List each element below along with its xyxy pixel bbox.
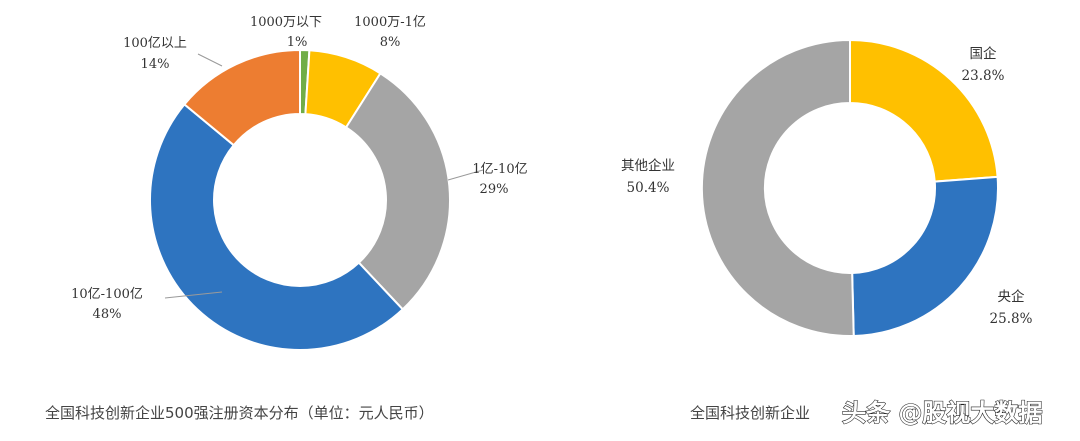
slice-value-label: 1% [287, 35, 308, 50]
watermark: 头条 @股视大数据 [835, 396, 1080, 436]
watermark-backdrop [835, 396, 1080, 436]
slice-value-label: 8% [380, 35, 401, 50]
slice-value-label: 25.8% [990, 311, 1033, 327]
slice-value-label: 23.8% [962, 68, 1005, 84]
slice-category-label: 央企 [998, 288, 1026, 305]
slice-category-label: 1亿-10亿 [472, 162, 527, 177]
slice-value-label: 14% [141, 57, 170, 72]
leader-line [164, 291, 223, 299]
slice-category-label: 其他企业 [621, 157, 675, 174]
slice-1e4babf-10e4babf [344, 71, 451, 311]
donut-chart-ownership: 国企 23.8% 央企 25.8% 其他企业 50.4% [621, 38, 1033, 337]
slice-10e4babf-100e4babf [149, 102, 405, 351]
slice-value-label: 48% [93, 307, 122, 322]
chart-caption-ownership: 全国科技创新企业 [690, 404, 810, 422]
slice-value-label: 50.4% [627, 180, 670, 196]
chart-caption-registered-capital: 全国科技创新企业500强注册资本分布（单位：元人民币） [45, 404, 434, 422]
donut-chart-registered-capital: 1000万以下 1% 1000万-1亿 8% 1亿-10亿 29% 10亿-100亿 48% 1… [71, 15, 528, 351]
slice-e585b6e4bb96e4bc81e4b89a [700, 38, 855, 337]
slice-100e4babfe4bba5e4b88a [183, 48, 301, 147]
slice-category-label: 10亿-100亿 [71, 287, 143, 302]
slice-e5a4aee4bc81 [851, 175, 999, 337]
leader-line [197, 53, 223, 67]
slice-category-label: 1000万以下 [250, 15, 322, 30]
slice-category-label: 国企 [970, 45, 998, 62]
slice-e59bbde4bc81 [849, 38, 999, 183]
leader-line [447, 169, 484, 181]
slice-value-label: 29% [480, 182, 509, 197]
watermark-text: 头条 @股视大数据 [842, 399, 1042, 427]
slice-category-label: 1000万-1亿 [354, 15, 426, 30]
slice-category-label: 100亿以上 [123, 36, 187, 51]
